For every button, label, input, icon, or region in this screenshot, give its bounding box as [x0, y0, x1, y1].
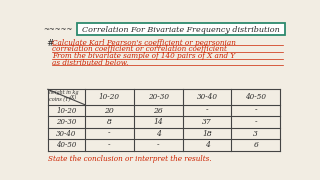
Text: ~~~~~: ~~~~~ — [43, 26, 72, 34]
Text: 30-40: 30-40 — [56, 130, 76, 138]
Text: 30-40: 30-40 — [196, 93, 218, 101]
Text: Calculate Karl Pearson's coefficient or pearsonian: Calculate Karl Pearson's coefficient or … — [52, 39, 236, 47]
Text: 4: 4 — [204, 141, 210, 149]
Text: 37: 37 — [202, 118, 212, 126]
Text: -: - — [108, 141, 111, 149]
Text: coins (Y): coins (Y) — [49, 97, 70, 102]
Text: 20: 20 — [105, 107, 114, 114]
Text: 4: 4 — [156, 130, 161, 138]
Text: 40-50: 40-50 — [245, 93, 266, 101]
Text: 8: 8 — [107, 118, 112, 126]
Text: -: - — [108, 130, 111, 138]
Text: #: # — [46, 39, 54, 48]
Text: State the conclusion or interpret the results.: State the conclusion or interpret the re… — [48, 155, 212, 163]
Text: -: - — [157, 141, 159, 149]
Text: -: - — [254, 107, 257, 114]
Text: 6: 6 — [253, 141, 258, 149]
Text: From the bivariate sample of 140 pairs of X and Y: From the bivariate sample of 140 pairs o… — [52, 52, 235, 60]
Text: -: - — [254, 118, 257, 126]
Text: 14: 14 — [153, 118, 163, 126]
Text: as distributed below.: as distributed below. — [52, 59, 128, 67]
Text: 20-30: 20-30 — [56, 118, 76, 126]
Text: 10-20: 10-20 — [56, 107, 76, 114]
Text: (X): (X) — [69, 95, 77, 100]
Text: -: - — [206, 107, 208, 114]
Text: Correlation For Bivariate Frequency distribution: Correlation For Bivariate Frequency dist… — [82, 26, 280, 34]
Bar — [77, 23, 285, 35]
Text: 40-50: 40-50 — [56, 141, 76, 149]
Text: 20-30: 20-30 — [148, 93, 169, 101]
Text: height in kg: height in kg — [49, 90, 79, 95]
Text: 3: 3 — [253, 130, 258, 138]
Text: 10-20: 10-20 — [99, 93, 120, 101]
Text: 18: 18 — [202, 130, 212, 138]
Text: 26: 26 — [153, 107, 163, 114]
Text: correlation coefficient or correlation coefficient: correlation coefficient or correlation c… — [52, 46, 227, 53]
